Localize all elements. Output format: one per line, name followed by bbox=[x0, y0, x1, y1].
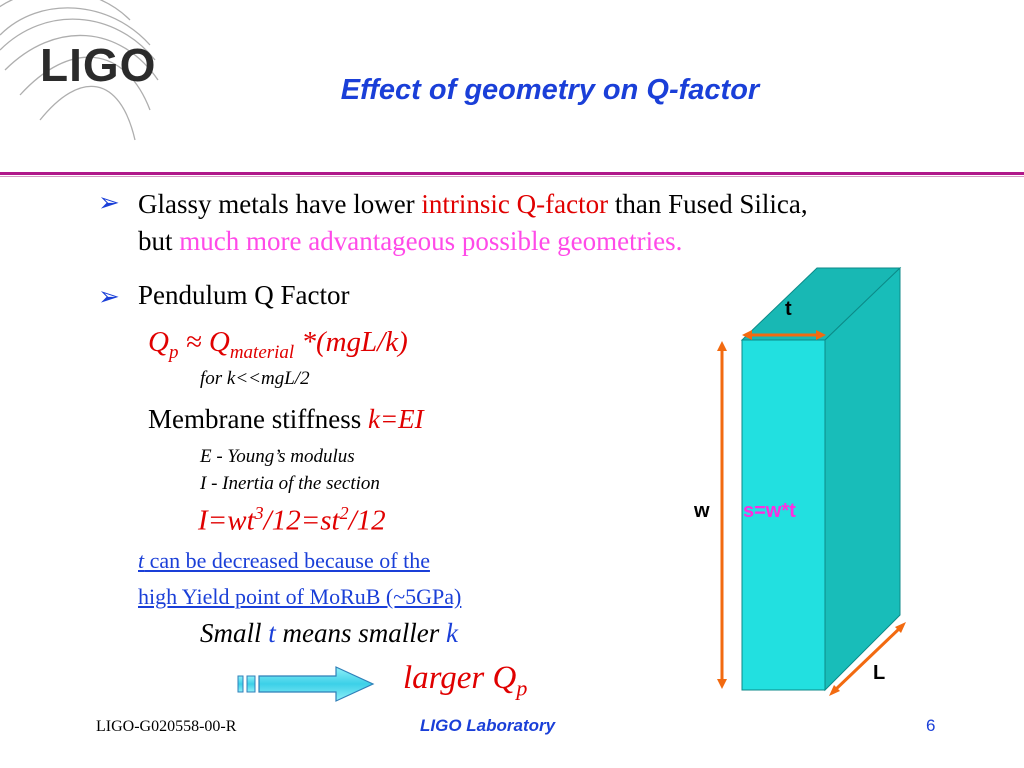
definition-I: I - Inertia of the section bbox=[200, 473, 380, 494]
title-divider bbox=[0, 172, 1024, 175]
bullet-arrow-icon: ➢ bbox=[98, 188, 120, 218]
formula-condition: for k<<mgL/2 bbox=[200, 368, 310, 389]
bullet-text: Glassy metals have lower bbox=[138, 189, 422, 219]
intrinsic-highlight: intrinsic bbox=[421, 189, 510, 219]
ligo-logo-arcs bbox=[0, 0, 159, 141]
larger-q-result: larger Qp bbox=[403, 660, 528, 701]
label-w: w bbox=[694, 500, 710, 522]
bullet-text: but bbox=[138, 226, 180, 256]
q-factor-highlight: Q-factor bbox=[509, 189, 609, 219]
footer-lab-name: LIGO Laboratory bbox=[420, 716, 556, 735]
document-id: LIGO-G020558-00-R bbox=[96, 718, 237, 735]
label-L: L bbox=[873, 662, 886, 684]
note-yield-point: high Yield point of MoRuB (~5GPa) bbox=[138, 584, 462, 609]
ligo-logo: LIGO bbox=[40, 39, 157, 91]
title-divider-shadow bbox=[0, 176, 1024, 177]
label-s: s=w*t bbox=[743, 500, 796, 522]
slab-geometry-diagram bbox=[717, 266, 906, 696]
inertia-formula: I=wt3/12=st2/12 bbox=[198, 503, 386, 537]
right-arrow-icon bbox=[237, 666, 375, 702]
pendulum-q-formula: Qp ≈ Qmaterial *(mgL/k) bbox=[148, 326, 408, 363]
membrane-stiffness: Membrane stiffness k=EI bbox=[148, 404, 424, 434]
geometries-highlight: much more advantageous possible geometri… bbox=[179, 226, 683, 256]
small-t-statement: Small t means smaller k bbox=[200, 618, 459, 648]
page-number: 6 bbox=[926, 716, 936, 735]
slide-title: Effect of geometry on Q-factor bbox=[340, 74, 760, 106]
bullet-arrow-icon: ➢ bbox=[98, 282, 120, 312]
note-t-decrease: t can be decreased because of the bbox=[138, 548, 430, 573]
label-t: t bbox=[785, 298, 792, 320]
bullet-glassy-metals: Glassy metals have lower intrinsic Q-fac… bbox=[138, 186, 1008, 260]
bullet-pendulum-q: Pendulum Q Factor bbox=[138, 280, 350, 310]
bullet-text: than Fused Silica, bbox=[608, 189, 808, 219]
definition-E: E - Young’s modulus bbox=[200, 446, 355, 467]
